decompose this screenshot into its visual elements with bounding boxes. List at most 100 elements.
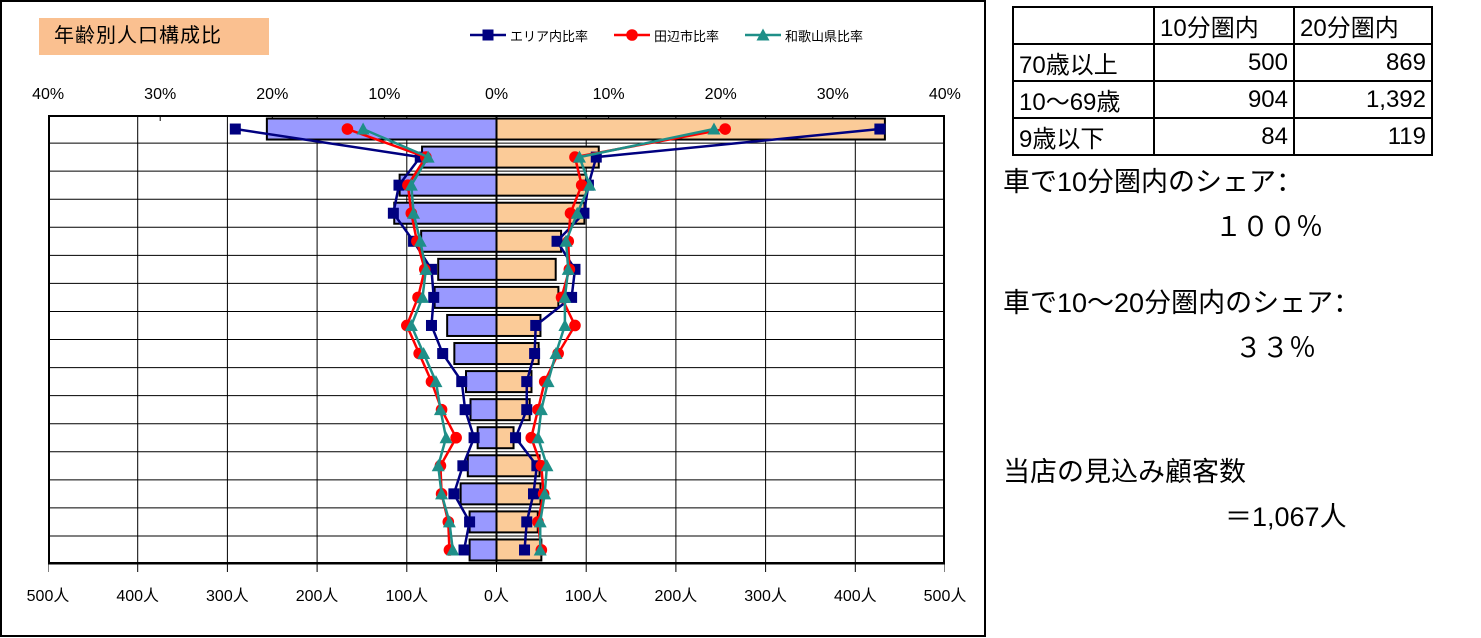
series-marker-area_pct: [456, 376, 468, 388]
series-marker-area_pct: [457, 460, 469, 472]
series-marker-wakayama_pct: [561, 262, 575, 275]
bar-right-row-7: [495, 285, 560, 309]
series-marker-wakayama_pct: [533, 515, 547, 528]
chart-title: 年齢別人口構成比: [39, 18, 269, 55]
top-axis-label: 30%: [816, 86, 849, 103]
note-value: １００％: [1215, 212, 1323, 242]
top-axis-label: 10%: [592, 86, 625, 103]
bar-left-row-7: [433, 285, 498, 309]
series-marker-wakayama_pct: [558, 290, 572, 303]
bottom-axis-label: 300人: [206, 588, 249, 605]
series-marker-wakayama_pct: [439, 431, 453, 444]
series-marker-area_pct: [510, 432, 522, 444]
series-marker-area_pct: [387, 207, 399, 219]
series-marker-area_pct: [578, 207, 590, 219]
stats-table-value: 1,392: [1293, 80, 1433, 119]
stats-table-value: 869: [1293, 43, 1433, 82]
series-marker-wakayama_pct: [559, 234, 573, 247]
stats-table-header-cell: 20分圏内: [1293, 6, 1433, 45]
series-marker-wakayama_pct: [431, 459, 445, 472]
series-marker-wakayama_pct: [541, 375, 555, 388]
plot-border: [48, 115, 945, 564]
bar-right-row-5: [495, 229, 563, 253]
stats-table-value: 119: [1293, 117, 1433, 156]
series-marker-wakayama_pct: [558, 318, 572, 331]
note-expected-customers: 当店の見込み顧客数 ＝1,067人: [1003, 450, 1347, 540]
series-marker-wakayama_pct: [417, 347, 431, 360]
series-marker-wakayama_pct: [707, 122, 721, 135]
stats-table-value: 904: [1153, 80, 1295, 119]
top-axis-label: 40%: [928, 86, 961, 103]
series-marker-wakayama_pct: [421, 150, 435, 163]
series-marker-area_pct: [566, 291, 578, 303]
series-marker-area_pct: [459, 404, 471, 416]
bar-right-row-6: [495, 257, 557, 281]
series-marker-wakayama_pct: [419, 262, 433, 275]
series-marker-wakayama_pct: [570, 206, 584, 219]
top-axis-label: 20%: [256, 86, 289, 103]
series-line-area_pct-right: [514, 127, 881, 551]
legend-label: 和歌山県比率: [785, 28, 864, 44]
note-value: ３３％: [1235, 333, 1316, 363]
series-marker-area_pct: [229, 123, 241, 135]
bar-left-row-13: [466, 454, 498, 478]
note-value: ＝1,067人: [1225, 502, 1347, 532]
stats-table-header-row: 10分圏内 20分圏内: [1012, 6, 1433, 45]
series-marker-area_pct: [521, 376, 533, 388]
series-marker-area_pct: [428, 291, 440, 303]
legend-item: 和歌山県比率: [745, 26, 863, 45]
series-marker-wakayama_pct: [446, 543, 460, 556]
stats-table-rowlabel: 10～69歳: [1012, 80, 1155, 119]
bar-right-row-16: [495, 538, 543, 562]
series-marker-area_pct: [551, 235, 563, 247]
triangle-marker-icon: [745, 28, 782, 41]
series-marker-area_pct: [425, 263, 437, 275]
series-marker-area_pct: [529, 348, 541, 360]
top-axis-label: 0%: [484, 86, 509, 103]
series-marker-area_pct: [521, 516, 533, 528]
note-share-10min: 車で10分圏内のシェア： １００％: [1003, 160, 1323, 250]
bottom-axis-label: 300人: [744, 588, 787, 605]
note-line: 車で10～20分圏内のシェア：: [1003, 288, 1361, 318]
circle-marker-icon: [614, 29, 651, 41]
series-marker-tanabe_pct: [569, 319, 581, 332]
series-marker-area_pct: [464, 516, 476, 528]
bar-left-row-12: [476, 426, 498, 450]
series-marker-wakayama_pct: [572, 150, 586, 163]
series-marker-area_pct: [425, 319, 437, 331]
series-marker-wakayama_pct: [404, 178, 418, 191]
series-marker-area_pct: [519, 544, 531, 556]
note-line: 当店の見込み顧客数: [1003, 457, 1246, 487]
stats-table-row: 9歳以下 84 119: [1012, 117, 1433, 156]
series-marker-area_pct: [448, 488, 460, 500]
stats-table-header-cell: 10分圏内: [1153, 6, 1295, 45]
stats-table-header-cell: [1012, 6, 1155, 45]
series-marker-area_pct: [458, 544, 470, 556]
series-marker-area_pct: [437, 348, 449, 360]
stats-table-value: 84: [1153, 117, 1295, 156]
bottom-axis-label: 500人: [923, 588, 967, 605]
note-share-10-20min: 車で10～20分圏内のシェア： ３３％: [1003, 281, 1360, 371]
series-marker-area_pct: [468, 432, 480, 444]
series-marker-wakayama_pct: [435, 487, 449, 500]
stats-table: 10分圏内 20分圏内 70歳以上 500 869 10～69歳 904 1,392 9歳以下…: [1012, 6, 1433, 156]
series-marker-area_pct: [393, 179, 405, 191]
bar-left-row-10: [465, 370, 498, 394]
population-pyramid-chart: [48, 115, 945, 572]
top-axis-label: 20%: [704, 86, 737, 103]
bar-left-row-9: [453, 342, 498, 366]
bottom-axis-label: 100人: [385, 588, 429, 605]
series-marker-area_pct: [521, 404, 533, 416]
bottom-axis-label: 200人: [654, 588, 698, 605]
bottom-axis-label: 0人: [484, 588, 509, 605]
series-marker-wakayama_pct: [531, 431, 545, 444]
bottom-axis-label: 400人: [833, 588, 877, 605]
chart-legend: エリア内比率 田辺市比率 和歌山県比率: [470, 24, 970, 46]
series-marker-wakayama_pct: [429, 375, 443, 388]
bottom-axis-label: 500人: [26, 588, 70, 605]
series-marker-wakayama_pct: [540, 459, 554, 472]
series-marker-wakayama_pct: [404, 318, 418, 331]
series-marker-wakayama_pct: [549, 347, 563, 360]
legend-label: 田辺市比率: [654, 28, 720, 44]
